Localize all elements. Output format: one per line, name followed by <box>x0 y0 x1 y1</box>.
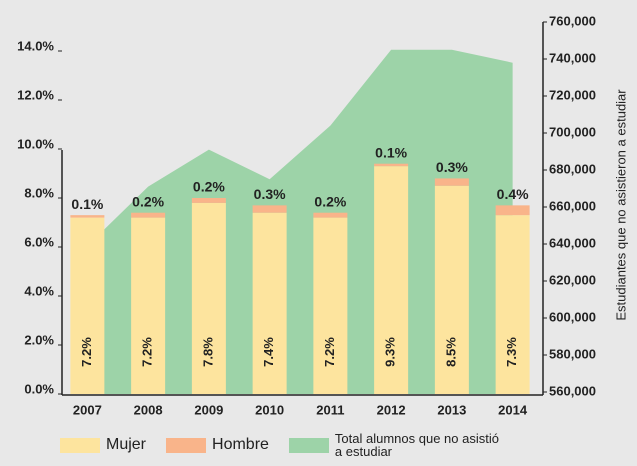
y2-tick-label: 620,000 <box>549 272 596 287</box>
legend-item: Hombre <box>166 436 269 454</box>
bar <box>313 212 348 218</box>
bar <box>374 166 409 394</box>
legend-label: Mujer <box>106 436 147 453</box>
data-label: 9.3% <box>383 337 398 367</box>
y2-tick-label: 580,000 <box>549 346 596 361</box>
data-label: 0.1% <box>71 196 103 212</box>
data-label: 0.3% <box>254 186 286 202</box>
y2-tick-label: 660,000 <box>549 198 596 213</box>
y2-tick-label: 560,000 <box>549 383 596 398</box>
data-label: 7.2% <box>140 337 155 367</box>
x-tick-label: 2013 <box>437 402 466 417</box>
bar <box>313 217 348 394</box>
y-tick-label: 12.0% <box>17 87 54 102</box>
y-tick-label: 0.0% <box>24 381 54 396</box>
y-tick-label: 14.0% <box>17 38 54 53</box>
y-tick-label: 2.0% <box>24 332 54 347</box>
bar <box>131 217 166 394</box>
data-label: 0.1% <box>375 144 407 160</box>
data-label: 7.3% <box>504 337 519 367</box>
bar <box>191 198 226 203</box>
y2-tick-label: 680,000 <box>549 161 596 176</box>
y2-axis-title: Estudiantes que no asistieron a estudiar <box>613 89 628 321</box>
data-label: 0.3% <box>436 159 468 175</box>
data-label: 7.2% <box>322 337 337 367</box>
bar <box>70 215 105 218</box>
x-tick-label: 2007 <box>73 402 102 417</box>
legend: Mujer Hombre Total alumnos que no asistió … <box>60 432 525 458</box>
x-tick-label: 2012 <box>377 402 406 417</box>
x-tick-label: 2014 <box>498 402 528 417</box>
data-label: 8.5% <box>443 337 458 367</box>
chart: 7.2% 7.2% 7.8% 7.4% 7.2% 9.3% 8.5% 7.3% 0.1% 0.2%… <box>17 13 628 417</box>
bar <box>252 212 287 394</box>
y2-tick-label: 600,000 <box>549 309 596 324</box>
y2-tick-label: 760,000 <box>549 13 596 28</box>
bar <box>495 215 530 394</box>
data-label: 7.4% <box>261 337 276 367</box>
bar <box>374 163 409 167</box>
legend-item: Mujer <box>60 436 146 454</box>
data-label: 0.4% <box>497 186 529 202</box>
data-label: 0.2% <box>314 193 346 209</box>
bar <box>495 205 530 216</box>
legend-swatch <box>60 437 100 453</box>
bar <box>252 205 287 213</box>
y2-tick-label: 700,000 <box>549 124 596 139</box>
y2-tick-label: 740,000 <box>549 50 596 65</box>
y-tick-label: 10.0% <box>17 136 54 151</box>
y-tick-label: 4.0% <box>24 283 54 298</box>
y2-tick-label: 720,000 <box>549 87 596 102</box>
bar <box>434 178 469 186</box>
x-tick-label: 2009 <box>194 402 223 417</box>
x-tick-label: 2011 <box>316 402 344 417</box>
y-tick-label: 8.0% <box>24 185 54 200</box>
x-tick-label: 2010 <box>255 402 284 417</box>
data-label: 7.2% <box>79 337 94 367</box>
data-label: 0.2% <box>132 193 164 209</box>
legend-label: Total alumnos que no asistió a estudiar <box>334 431 499 459</box>
y-tick-label: 6.0% <box>24 234 54 249</box>
legend-label: Hombre <box>212 436 269 453</box>
legend-swatch <box>288 437 329 453</box>
data-label: 0.2% <box>193 179 225 195</box>
bar <box>434 185 469 394</box>
bar <box>131 212 166 218</box>
bar <box>70 217 105 394</box>
legend-swatch <box>166 437 207 453</box>
bar <box>191 202 226 394</box>
legend-item: Total alumnos que no asistió a estudiar <box>288 431 505 459</box>
y2-tick-label: 640,000 <box>549 235 596 250</box>
x-tick-label: 2008 <box>134 402 163 417</box>
data-label: 7.8% <box>200 337 215 367</box>
